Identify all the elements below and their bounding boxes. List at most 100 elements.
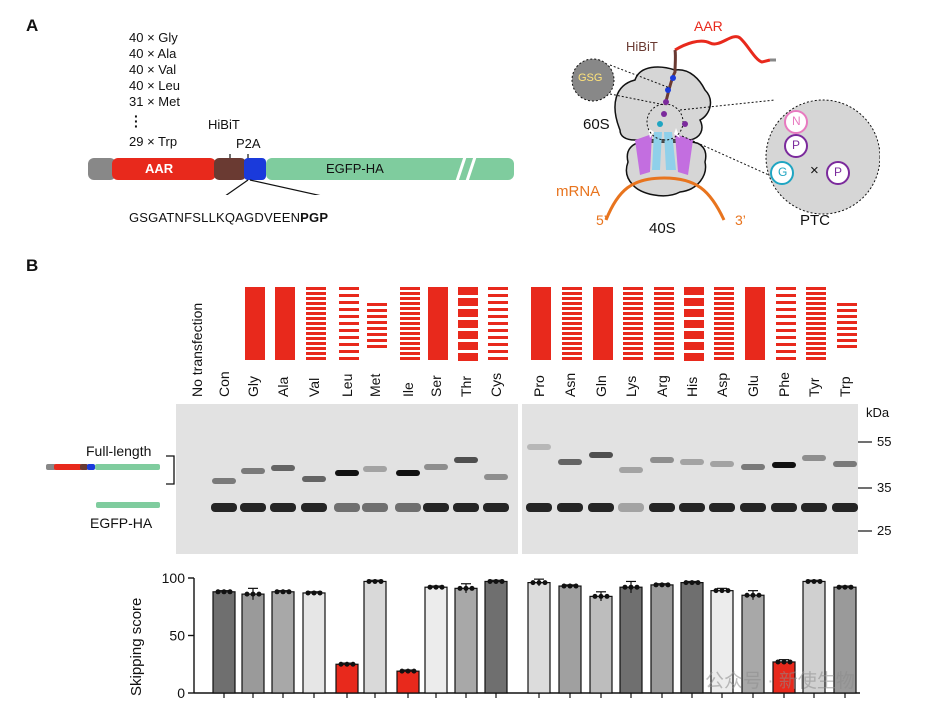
kda-marker-25: 25 (877, 523, 892, 538)
band-full-length-con (212, 478, 236, 484)
large-subunit-label: 60S (583, 116, 610, 133)
pattern-stripe-val (306, 287, 326, 290)
pattern-stripe-asp (714, 342, 734, 345)
pattern-stripe-asn (562, 307, 582, 310)
pattern-stripe-thr (458, 353, 478, 361)
band-egfp-cys (483, 503, 509, 512)
band-full-length-his (680, 459, 704, 465)
pattern-stripe-lys (623, 302, 643, 305)
pattern-stripe-thr (458, 287, 478, 295)
lane-label-tyr: Tyr (806, 377, 822, 397)
band-egfp-his (679, 503, 705, 512)
point-glu (756, 592, 762, 598)
ptc-label: PTC (800, 212, 830, 229)
point-gly (244, 591, 250, 597)
point-phe (787, 659, 793, 665)
pattern-stripe-arg (654, 337, 674, 340)
pattern-stripe-ile (400, 347, 420, 350)
point-leu (338, 661, 344, 667)
construct-egfp (266, 158, 514, 180)
band-egfp-ser (423, 503, 449, 512)
pattern-stripe-lys (623, 357, 643, 360)
ribosome-aar-label: AAR (694, 18, 723, 34)
pattern-stripe-lys (623, 327, 643, 330)
pattern-stripe-val (306, 332, 326, 335)
band-full-length-val (302, 476, 326, 482)
bar-arg (650, 584, 674, 694)
pattern-stripe-asp (714, 317, 734, 320)
point-ala (286, 589, 292, 595)
band-egfp-asp (709, 503, 735, 512)
pattern-stripe-asn (562, 327, 582, 330)
point-phe (781, 659, 787, 665)
repeat-val: 40 × Val (129, 62, 177, 77)
bar-cys (484, 580, 508, 694)
bar-gln (589, 595, 613, 694)
lane-label-ser: Ser (428, 375, 444, 397)
pattern-pro (531, 287, 551, 360)
pattern-stripe-val (306, 312, 326, 315)
pattern-stripe-ile (400, 297, 420, 300)
pattern-stripe-leu (339, 315, 359, 318)
pattern-stripe-lys (623, 332, 643, 335)
point-lys (628, 584, 634, 590)
pattern-stripe-tyr (806, 307, 826, 310)
construct-diagram (88, 153, 514, 195)
pattern-stripe-trp (837, 309, 857, 312)
bar-ser (424, 586, 448, 694)
pattern-stripe-cys (488, 357, 508, 360)
lane-label-phe: Phe (776, 372, 792, 397)
pattern-stripe-arg (654, 297, 674, 300)
bar-his (680, 582, 704, 694)
gsg-label: GSG (578, 72, 603, 84)
point-trp (836, 584, 842, 590)
pattern-stripe-asp (714, 287, 734, 290)
point-pro (542, 580, 548, 586)
pattern-stripe-val (306, 317, 326, 320)
band-egfp-pro (526, 503, 552, 512)
point-con (227, 589, 233, 595)
point-thr (463, 585, 469, 591)
pattern-gln (593, 287, 613, 360)
pattern-stripe-arg (654, 322, 674, 325)
pattern-stripe-lys (623, 352, 643, 355)
pattern-stripe-ile (400, 312, 420, 315)
pattern-stripe-asp (714, 322, 734, 325)
pattern-stripe-val (306, 322, 326, 325)
band-full-length-arg (650, 457, 674, 463)
pattern-stripe-phe (776, 329, 796, 332)
pattern-stripe-ile (400, 332, 420, 335)
repeat-met: 31 × Met (129, 94, 180, 109)
point-his (695, 580, 701, 586)
band-full-length-ser (424, 464, 448, 470)
pattern-stripe-lys (623, 297, 643, 300)
pattern-stripe-leu (339, 336, 359, 339)
bar-ala (271, 591, 295, 694)
pattern-stripe-asn (562, 297, 582, 300)
band-egfp-met (362, 503, 388, 512)
pattern-stripe-lys (623, 347, 643, 350)
band-egfp-phe (771, 503, 797, 512)
pattern-stripe-asn (562, 287, 582, 290)
bar-ile (396, 670, 420, 694)
five-prime-label: 5’ (596, 212, 607, 228)
band-full-length-thr (454, 457, 478, 463)
repeat-gly: 40 × Gly (129, 30, 178, 45)
construct-aar (112, 158, 216, 180)
band-full-length-ala (271, 465, 295, 471)
ribosome-hibit-label: HiBiT (626, 39, 658, 54)
point-asp (713, 588, 719, 594)
point-gln (598, 593, 604, 599)
blot-legend (46, 455, 175, 508)
pattern-stripe-met (367, 333, 387, 336)
pattern-stripe-phe (776, 336, 796, 339)
pattern-glu (745, 287, 765, 360)
pattern-stripe-tyr (806, 287, 826, 290)
kda-marker-35: 35 (877, 480, 892, 495)
pattern-stripe-arg (654, 342, 674, 345)
pattern-stripe-ile (400, 322, 420, 325)
pattern-stripe-val (306, 292, 326, 295)
point-ile (405, 668, 411, 674)
pattern-stripe-tyr (806, 312, 826, 315)
point-asp (725, 588, 731, 594)
